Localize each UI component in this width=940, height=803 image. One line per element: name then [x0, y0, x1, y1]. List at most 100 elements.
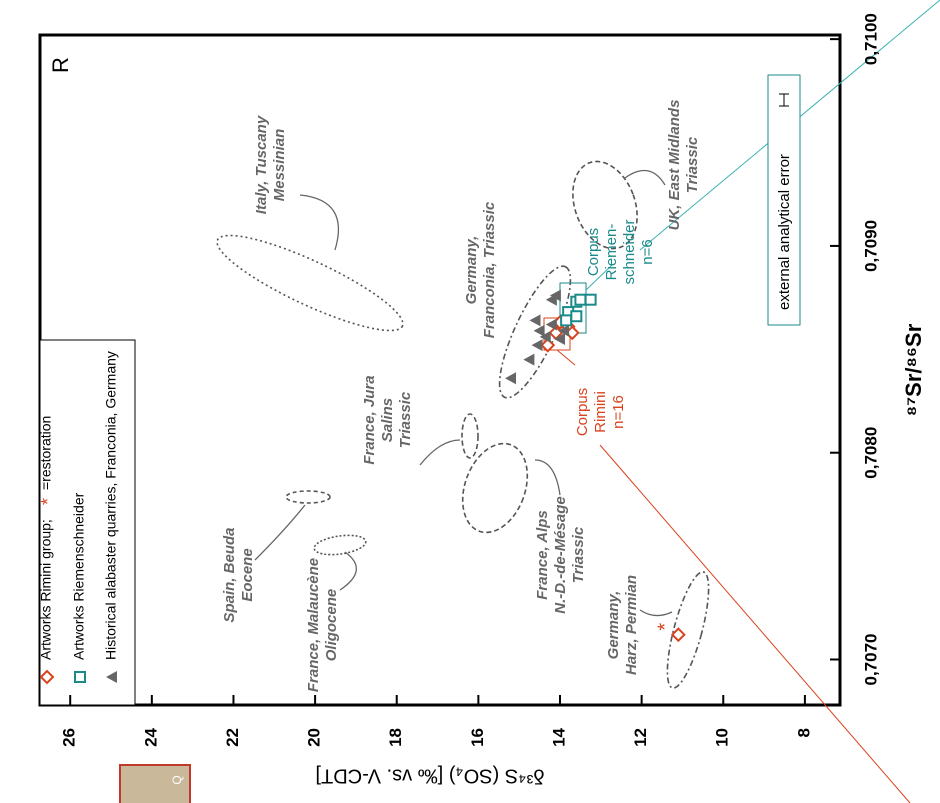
legend-restoration-note: =restoration [38, 416, 54, 490]
y-tick-label: 26 [60, 728, 79, 747]
annotation: CorpusRiminin=16 [574, 388, 627, 436]
annotation-line: Triassic [397, 391, 414, 448]
point [554, 332, 565, 345]
error-box-label: external analytical error [776, 154, 793, 310]
y-tick-label: 14 [549, 727, 568, 746]
x-axis-title: ⁸⁷Sr/⁸⁶Sr [901, 323, 926, 416]
annotation-line: Corpus [574, 388, 591, 436]
legend-restoration-marker: * [38, 498, 58, 505]
point [574, 293, 587, 306]
annotation-line: Salins [379, 398, 396, 442]
y-tick-label: 22 [223, 728, 242, 747]
ellipse-malaucene [313, 534, 367, 556]
y-tick-label: 24 [141, 727, 160, 746]
annotation-line: Rimini [592, 391, 609, 433]
point [533, 324, 545, 337]
legend-marker [106, 671, 117, 683]
annotation: France, AlpsN.-D.-de-MésageTriassic [534, 496, 587, 614]
arrows [254, 169, 673, 617]
y-tick-label: 20 [305, 728, 324, 747]
legend-label: Historical alabaster quarries, Franconia… [103, 351, 119, 660]
y-tick-label: 8 [794, 728, 813, 737]
x-tick-label: 0,7080 [861, 427, 880, 479]
annotation-line: UK, East Midlands [666, 100, 683, 231]
point [670, 627, 686, 643]
plot-frame [38, 33, 842, 707]
panel-label: R [48, 57, 73, 73]
connector-line [599, 444, 911, 803]
arrow [639, 609, 673, 617]
annotation: Germany,Franconia, Triassic [463, 201, 498, 338]
legend-marker [39, 669, 55, 685]
annotation-line: Messinian [271, 129, 288, 202]
region-ellipses [216, 160, 710, 689]
annotation-line: France, Malaucène [305, 558, 322, 692]
point [560, 314, 573, 327]
annotation-line: Eocene [239, 548, 256, 601]
annotation: France, MalaucèneOligocene [305, 558, 340, 692]
error-box [767, 74, 801, 326]
y-tick-label: 12 [631, 728, 650, 747]
annotation-line: n=16 [610, 395, 627, 429]
annotation: CorpusRiemen-schneidern=6 [585, 219, 656, 284]
annotation-line: Spain, Beuda [221, 527, 238, 622]
annotation: Germany,Harz, Permian [605, 575, 640, 675]
annotation-line: France, Jura [361, 375, 378, 464]
legend-label: Artworks Rimini group; [38, 519, 54, 660]
annotation-line: France, Alps [534, 510, 551, 599]
point [584, 293, 597, 306]
ellipse-jura [461, 413, 479, 459]
y-axis-title: δ³⁴S (SO₄) [‰ vs. V-CDT] [315, 765, 544, 787]
annotation-line: Corpus [585, 228, 602, 276]
x-tick-label: 0,7070 [861, 634, 880, 686]
x-tick-label: 0,7100 [861, 13, 880, 65]
point [529, 314, 541, 327]
point [523, 353, 535, 366]
point [531, 339, 543, 352]
inset-label: Q [170, 775, 184, 784]
arrow [299, 194, 340, 251]
inset-photo [119, 764, 191, 803]
annotation-line: Triassic [684, 136, 701, 193]
arrow [254, 504, 306, 561]
legend-box [39, 339, 136, 706]
legend-label: Artworks Riemenschneider [71, 492, 87, 660]
annotation-line: Italy, Tuscany [253, 115, 270, 214]
annotation: Spain, BeudaEocene [221, 527, 256, 622]
annotation-line: Oligocene [323, 589, 340, 662]
annotation-line: Germany, [605, 591, 622, 660]
ellipse-franconia [498, 265, 572, 399]
annotation: Italy, TuscanyMessinian [253, 115, 288, 214]
annotation: UK, East MidlandsTriassic [666, 100, 701, 231]
point [564, 325, 580, 341]
ellipse-harz [666, 571, 710, 689]
annotation-line: schneider [621, 219, 638, 284]
ellipse-uk [572, 160, 638, 250]
arrow [339, 551, 357, 591]
annotation: France, JuraSalinsTriassic [361, 375, 414, 464]
ellipse-spain [285, 490, 331, 504]
annotation-line: Germany, [463, 236, 480, 305]
x-tick-label: 0,7090 [861, 220, 880, 272]
arrow [419, 439, 461, 466]
annotation-line: N.-D.-de-Mésage [552, 496, 569, 614]
arrow [534, 459, 561, 496]
y-tick-label: 18 [386, 728, 405, 747]
arrow [624, 169, 666, 186]
connector-line [585, 264, 613, 291]
ellipse-alps [461, 442, 529, 534]
point [539, 330, 551, 343]
point [540, 337, 556, 353]
connector-line [556, 349, 576, 366]
y-tick-label: 16 [468, 728, 487, 747]
point [545, 318, 557, 331]
annotation-line: n=6 [639, 239, 656, 264]
point [570, 310, 583, 323]
point [549, 289, 561, 302]
annotation-line: Harz, Permian [623, 575, 640, 675]
restoration-marker: * [655, 623, 677, 631]
point [558, 324, 570, 337]
point [505, 372, 517, 385]
y-tick-label: 10 [713, 728, 732, 747]
